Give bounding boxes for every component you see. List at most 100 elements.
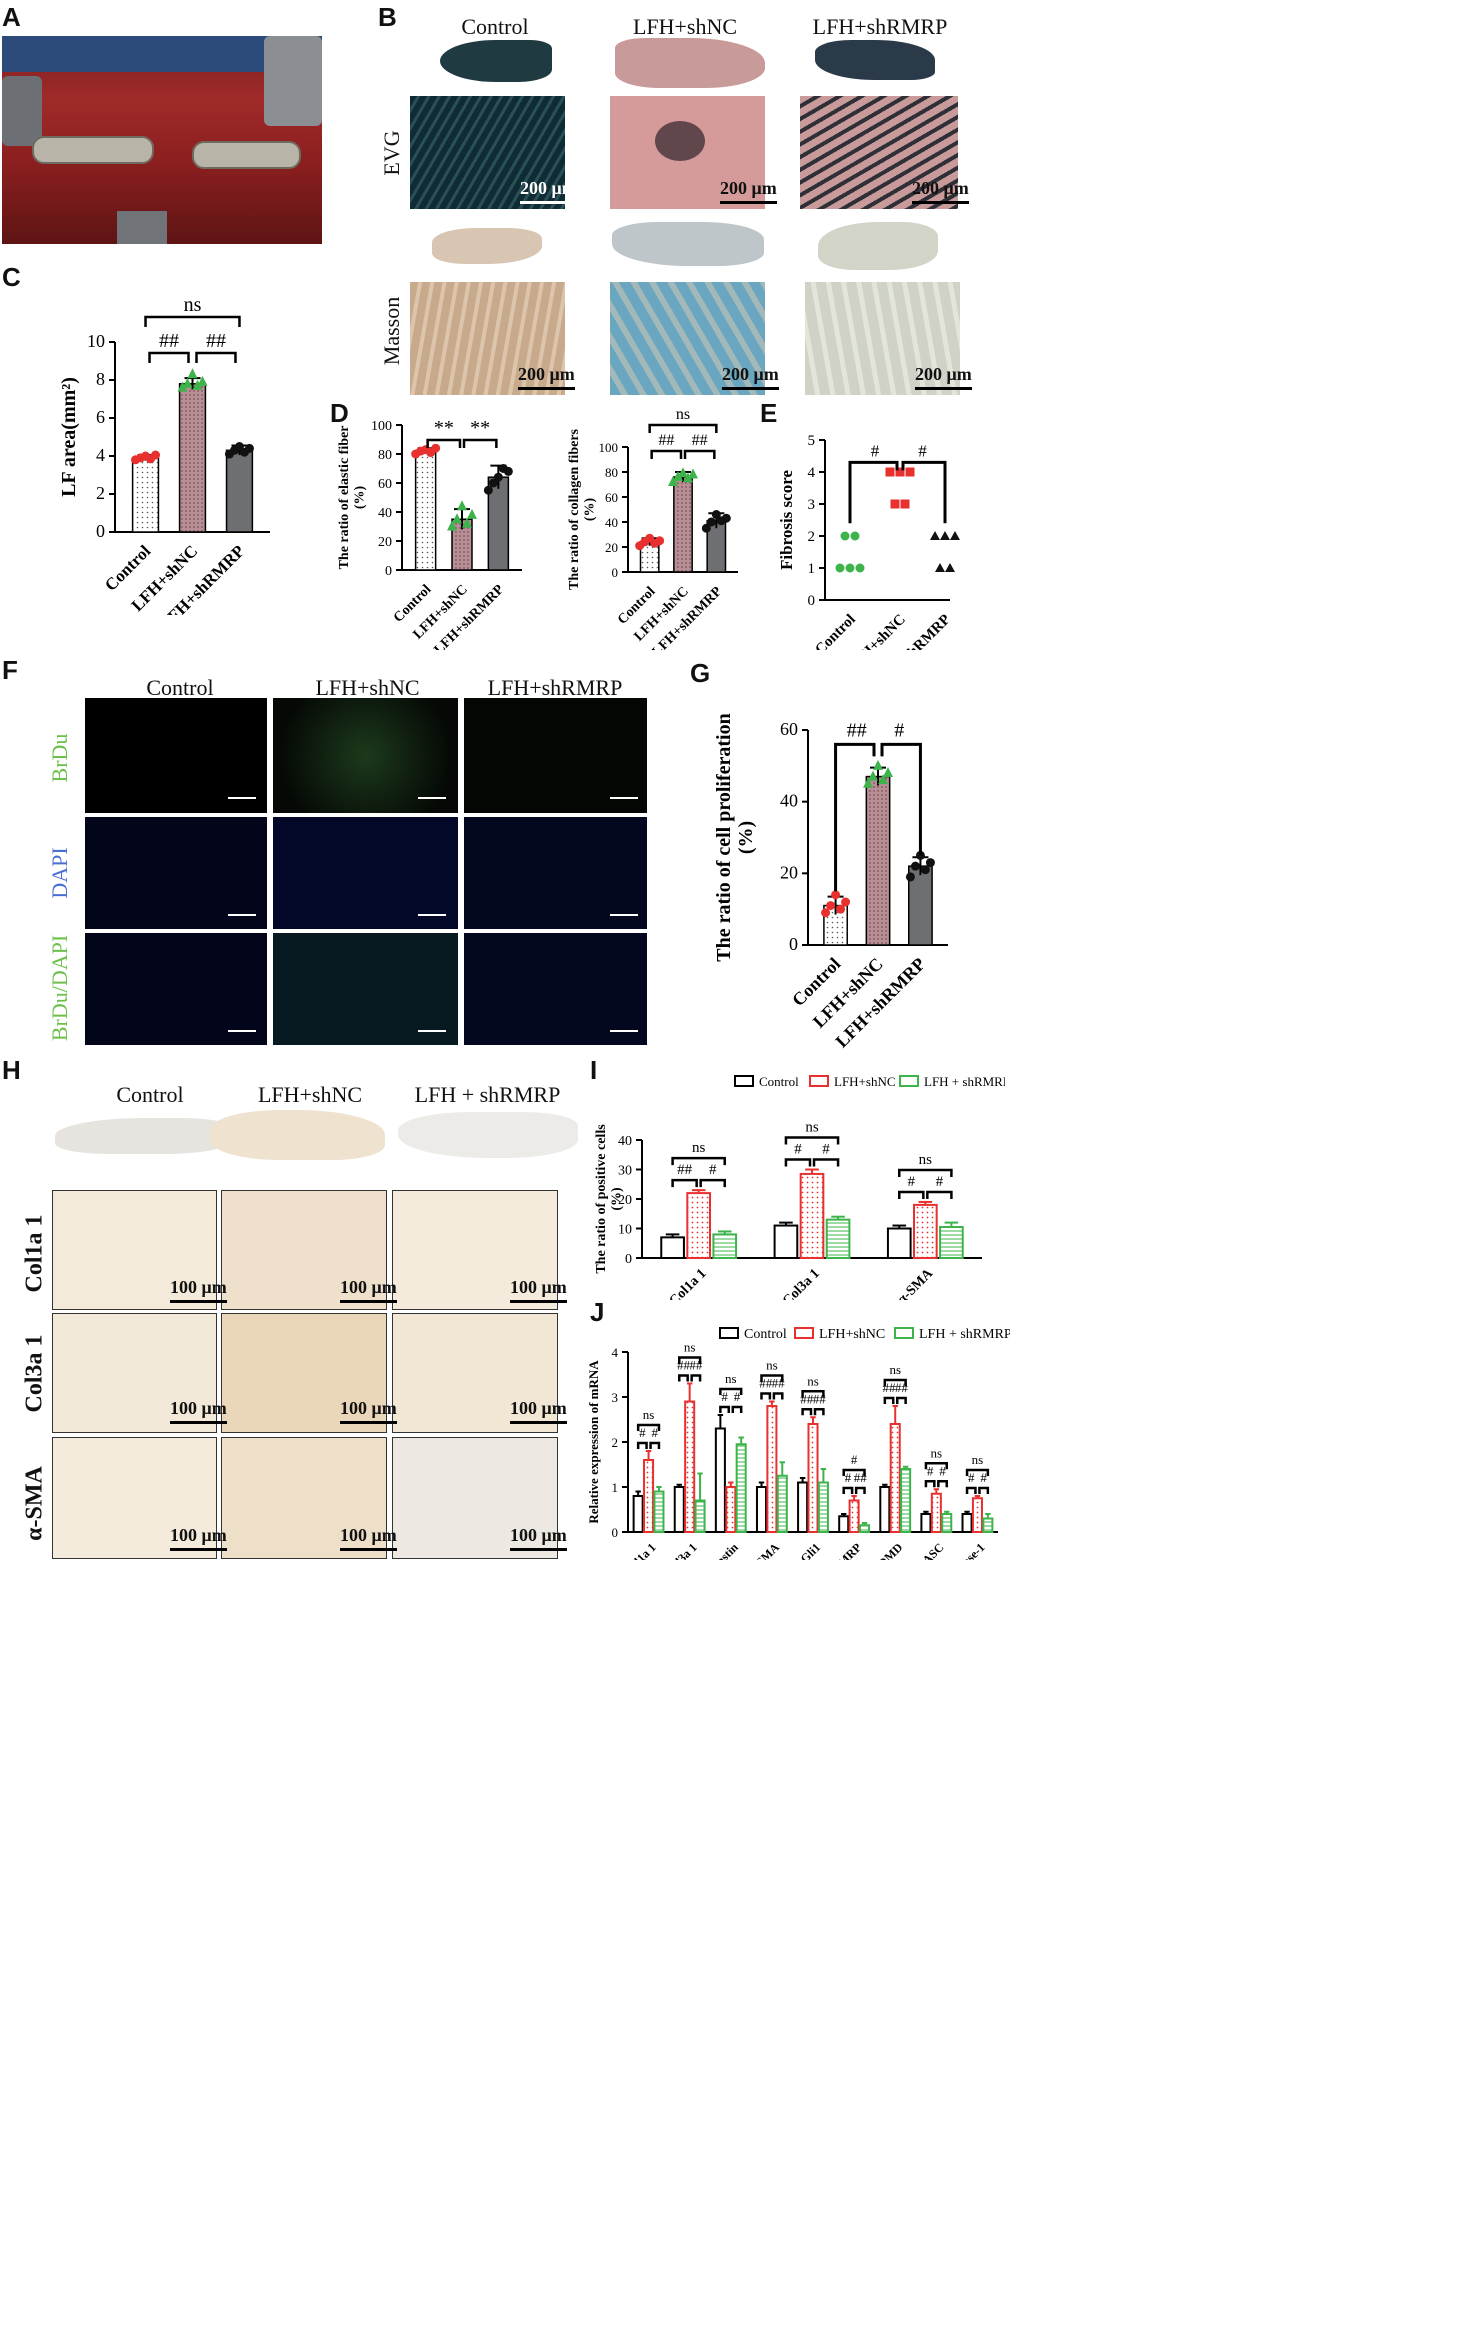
x-tick-label: Elastin <box>706 1540 742 1560</box>
f-brdu-shnc <box>273 698 458 813</box>
significance-label: ns <box>725 1371 737 1386</box>
x-tick-label: Col3a 1 <box>662 1540 699 1560</box>
legend-swatch <box>894 1327 914 1339</box>
data-point <box>701 523 711 533</box>
data-point <box>835 563 845 573</box>
h-asma-shrmrp <box>392 1437 558 1559</box>
y-tick-label: 4 <box>808 465 816 481</box>
legend-swatch <box>734 1075 754 1087</box>
significance-bracket <box>901 460 947 524</box>
f-scalebar-4 <box>228 914 256 916</box>
bar <box>825 1218 851 1259</box>
bar <box>913 1203 938 1259</box>
y-axis-label: LF area(mm²) <box>58 377 80 497</box>
significance-label: # <box>927 1463 934 1478</box>
data-point <box>431 443 441 453</box>
chart-j: 0 1 2 3 4 Relative expression of mRNA # # ns # # # #… <box>586 1327 1010 1560</box>
data-point <box>493 472 503 482</box>
h-row-col3a1: Col3a 1 <box>21 1334 48 1413</box>
data-point <box>915 850 925 860</box>
f-dapi-shnc <box>273 817 458 929</box>
y-tick-label: 10 <box>87 331 105 351</box>
significance-bracket <box>195 351 237 363</box>
data-point <box>192 379 203 390</box>
significance-bracket <box>760 1374 784 1382</box>
significance-bracket <box>895 1396 907 1404</box>
x-tick-label: GSDMD <box>864 1540 906 1560</box>
y-tick-label: 60 <box>780 719 798 739</box>
masson-scale-shrmrp: 200 μm <box>915 364 972 390</box>
bar <box>773 1224 799 1260</box>
y-tick-label: 4 <box>96 445 105 465</box>
significance-bracket <box>144 315 241 327</box>
f-col-shnc: LFH+shNC <box>315 675 420 700</box>
y-tick-label: 0 <box>385 564 392 579</box>
bar <box>920 1513 932 1533</box>
masson-thumb-control <box>432 228 542 264</box>
significance-label: ## <box>847 719 867 741</box>
data-point <box>197 375 208 386</box>
bar <box>939 1226 964 1259</box>
legend-swatch <box>809 1075 829 1087</box>
h-col3a1-shnc <box>221 1313 387 1433</box>
data-point <box>878 774 888 785</box>
significance-bracket <box>678 1356 702 1364</box>
surgery-photo <box>2 36 322 244</box>
y-tick-label: 0 <box>808 593 816 609</box>
bar <box>886 1227 912 1259</box>
y-tick-label: 4 <box>612 1345 619 1360</box>
bar <box>131 457 160 533</box>
bar <box>838 1515 850 1533</box>
y-tick-label: 20 <box>378 535 392 550</box>
h-asma-shnc <box>221 1437 387 1559</box>
data-point <box>925 858 935 868</box>
h-scale-8: 100 μm <box>340 1525 397 1551</box>
significance-label: ## <box>692 432 708 449</box>
significance-label: # <box>908 1174 916 1190</box>
x-tick-label: α-SMA <box>895 1266 937 1300</box>
significance-label: # <box>822 1142 830 1158</box>
data-point <box>895 467 905 477</box>
bar <box>673 476 693 573</box>
significance-bracket <box>462 438 498 448</box>
significance-bracket <box>801 1390 825 1398</box>
data-point <box>244 443 254 453</box>
bar <box>807 1423 819 1533</box>
significance-bracket <box>784 1136 840 1145</box>
y-axis-label: The ratio of collagen fibers <box>567 428 582 590</box>
data-point <box>447 520 457 531</box>
data-point <box>920 865 930 875</box>
masson-shnc <box>610 282 765 395</box>
data-point <box>836 904 846 914</box>
bar <box>941 1513 953 1533</box>
h-scale-9: 100 μm <box>510 1525 567 1551</box>
data-point <box>467 508 477 519</box>
h-col3a1-control <box>52 1313 217 1433</box>
f-dapi-shrmrp <box>464 817 647 929</box>
significance-label: ns <box>889 1362 901 1377</box>
h-row-asma: α-SMA <box>21 1466 48 1541</box>
data-point <box>950 531 960 540</box>
significance-bracket <box>978 1486 990 1494</box>
y-tick-label: 10 <box>618 1223 632 1238</box>
significance-label: # <box>939 1463 946 1478</box>
y-axis-label: (%) <box>352 486 367 510</box>
significance-label: # <box>709 1162 717 1178</box>
data-point <box>873 759 883 770</box>
y-tick-label: 0 <box>625 1252 632 1267</box>
bar <box>982 1517 994 1533</box>
significance-bracket <box>671 1178 698 1188</box>
evg-scale-shrmrp: 200 μm <box>912 178 969 204</box>
y-tick-label: 2 <box>96 483 105 503</box>
data-point <box>905 872 915 882</box>
data-point <box>930 531 940 540</box>
h-col1a1-shnc <box>221 1190 387 1310</box>
data-point <box>841 897 851 907</box>
b-col-shrmrp: LFH+shRMRP <box>812 14 948 39</box>
chart-i: 0 10 20 30 40 The ratio of positive cells (%) #… <box>594 1074 1005 1300</box>
y-tick-label: 0 <box>612 565 619 580</box>
f-scalebar-3 <box>610 797 638 799</box>
data-point <box>840 531 850 541</box>
significance-bracket <box>834 742 876 892</box>
significance-label: ns <box>184 294 202 316</box>
